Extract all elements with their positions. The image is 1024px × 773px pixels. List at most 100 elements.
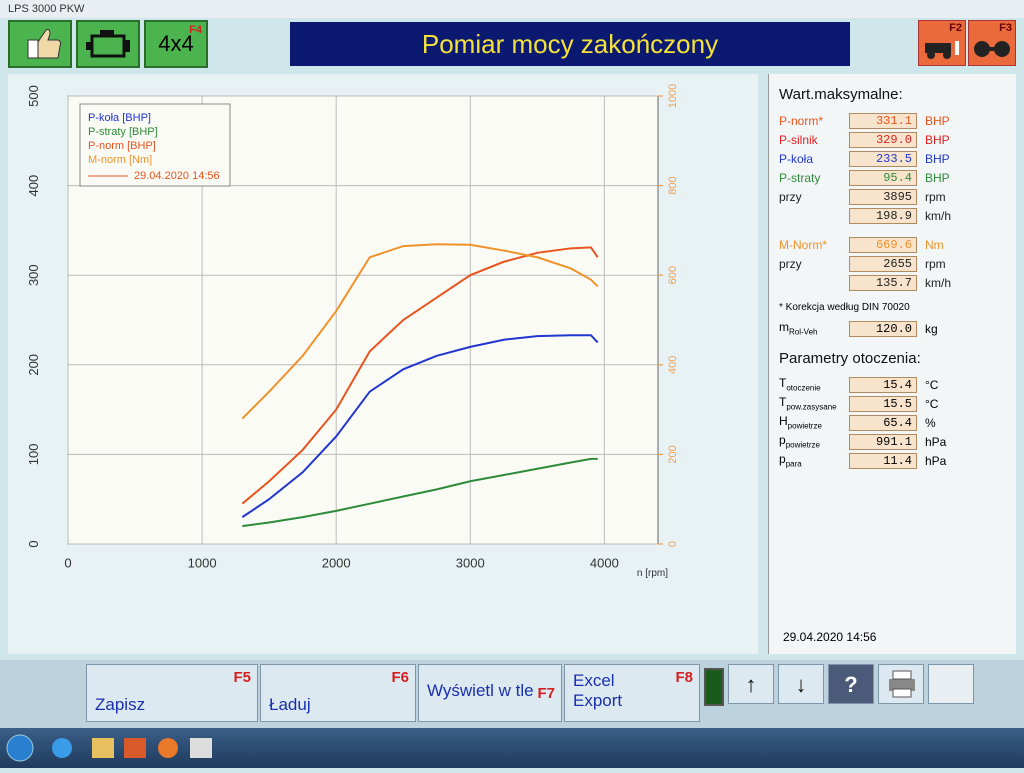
value-row: przy 3895 rpm xyxy=(779,187,1006,206)
mass-label: m xyxy=(779,320,789,335)
load-button[interactable]: F6 Ładuj xyxy=(260,664,416,722)
value-row: P-norm* 331.1 BHP xyxy=(779,111,1006,130)
y2-tick-label: 800 xyxy=(667,176,679,194)
mass-unit: kg xyxy=(925,321,938,336)
chart-area: 0 100 200 300 400 500 0 200 400 600 800 1000 0 1000 20… xyxy=(8,74,758,654)
legend-box xyxy=(79,103,231,187)
row-value: 669.6 xyxy=(849,236,917,253)
row-label: P-silnik xyxy=(779,132,818,147)
row-label: P-straty xyxy=(779,170,821,185)
f3-button[interactable]: F3 xyxy=(968,20,1016,66)
y2-tick-label: 0 xyxy=(667,541,679,547)
row-unit: BHP xyxy=(925,113,950,128)
row-unit: rpm xyxy=(925,189,946,204)
status-led xyxy=(704,668,724,706)
ambient-row: Totoczenie 15.4 °C xyxy=(779,375,1006,394)
series-line xyxy=(241,334,599,518)
y-tick-label: 400 xyxy=(26,175,41,197)
series-line xyxy=(241,246,599,505)
screen-title: Pomiar mocy zakończony xyxy=(290,22,850,66)
help-button[interactable]: ? xyxy=(828,664,874,704)
print-button[interactable] xyxy=(878,664,924,704)
row-value: 65.4 xyxy=(849,414,917,431)
ambient-title: Parametry otoczenia: xyxy=(779,350,921,367)
x-tick-label: 0 xyxy=(64,555,71,570)
printer-icon xyxy=(889,670,915,698)
row-label: T xyxy=(779,395,787,410)
row-label-wrap: Totoczenie xyxy=(779,376,849,392)
thumb-icon xyxy=(27,29,62,59)
row-label: p xyxy=(779,433,786,448)
f3-key: F3 xyxy=(999,22,1012,34)
row-unit: rpm xyxy=(925,256,946,271)
results-panel: Wart.maksymalne: P-norm* 331.1 BHP P-silnik… xyxy=(768,74,1016,654)
row-unit: Nm xyxy=(925,237,944,252)
row-unit: km/h xyxy=(925,275,952,290)
y-tick-label: 100 xyxy=(26,444,41,466)
y2-tick-label: 200 xyxy=(667,445,679,463)
row-unit: BHP xyxy=(925,151,950,166)
row-label-wrap: ppowietrze xyxy=(779,433,849,449)
row-sub: otoczenie xyxy=(786,383,821,393)
value-row: 135.7 km/h xyxy=(779,273,1006,292)
row-unit: km/h xyxy=(925,208,952,223)
row-value: 329.0 xyxy=(849,131,917,148)
row-unit: BHP xyxy=(925,132,950,147)
engine-button[interactable] xyxy=(76,20,140,68)
label: Excel Export xyxy=(573,671,623,710)
value-row: M-Norm* 669.6 Nm xyxy=(779,235,1006,254)
down-button[interactable]: ↓ xyxy=(778,664,824,704)
value-row: P-silnik 329.0 BHP xyxy=(779,130,1006,149)
x-axis-label: n [rpm] xyxy=(637,568,668,579)
key: F7 xyxy=(537,685,555,702)
drive-button[interactable]: 4x4 F4 xyxy=(144,20,208,68)
series-line xyxy=(242,457,598,528)
ambient-row: Tpow.zasysane 15.5 °C xyxy=(779,394,1006,413)
row-value: 991.1 xyxy=(849,433,917,450)
save-button[interactable]: F5 Zapisz xyxy=(86,664,258,722)
background-button[interactable]: F7 Wyświetl w tle xyxy=(418,664,562,722)
row-sub: powietrze xyxy=(787,421,822,431)
value-row: 198.9 km/h xyxy=(779,206,1006,225)
disabled-button xyxy=(928,664,974,704)
mass-value: 120.0 xyxy=(849,320,917,337)
y-tick-label: 500 xyxy=(26,85,41,107)
row-unit: °C xyxy=(925,396,939,411)
row-sub: para xyxy=(785,459,802,469)
key: F5 xyxy=(233,669,251,686)
row-value: 95.4 xyxy=(849,169,917,186)
export-button[interactable]: F8 Excel Export xyxy=(564,664,700,722)
row-label-wrap: Hpowietrze xyxy=(779,414,849,430)
f2-key: F2 xyxy=(949,22,962,34)
series-line xyxy=(241,243,599,420)
legend-date: 29.04.2020 14:56 xyxy=(134,170,220,182)
row-label: M-Norm* xyxy=(779,237,827,252)
row-value: 198.9 xyxy=(849,207,917,224)
up-button[interactable]: ↑ xyxy=(728,664,774,704)
note: * Korekcja według DIN 70020 xyxy=(779,302,910,313)
value-row: P-koła 233.5 BHP xyxy=(779,149,1006,168)
row-unit: BHP xyxy=(925,170,950,185)
row-value: 135.7 xyxy=(849,274,917,291)
x-tick-label: 1000 xyxy=(188,555,217,570)
ambient-rows: Totoczenie 15.4 °C Tpow.zasysane 15.5 °C Hpowi… xyxy=(779,375,1006,470)
y2-tick-label: 600 xyxy=(667,266,679,284)
ambient-row: ppara 11.4 hPa xyxy=(779,451,1006,470)
row-value: 11.4 xyxy=(849,452,917,469)
max-rows: P-norm* 331.1 BHP P-silnik 329.0 BHP P-koła 233… xyxy=(779,111,1006,292)
label: Zapisz xyxy=(95,695,146,714)
row-label: przy xyxy=(779,189,802,204)
taskbar xyxy=(0,728,1024,768)
footer: F5 Zapisz F6 Ładuj F7 Wyświetl w tle F8 Exce… xyxy=(0,660,1024,728)
value-row: przy 2655 rpm xyxy=(779,254,1006,273)
date: 29.04.2020 14:56 xyxy=(783,630,877,644)
row-value: 3895 xyxy=(849,188,917,205)
ok-button[interactable] xyxy=(8,20,72,68)
row-unit: hPa xyxy=(925,453,947,468)
drive-key: F4 xyxy=(189,24,202,36)
spacer xyxy=(779,225,1006,235)
row-sub: pow.zasysane xyxy=(786,402,837,412)
row-label: T xyxy=(779,376,787,391)
y2-tick-label: 400 xyxy=(667,356,679,374)
f2-button[interactable]: F2 xyxy=(918,20,966,66)
